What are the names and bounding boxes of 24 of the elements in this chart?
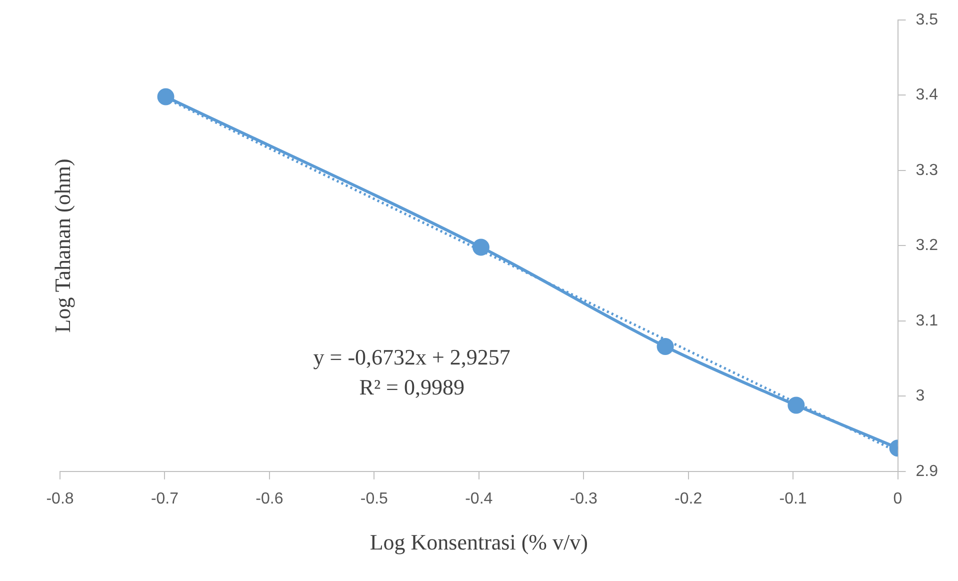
y-tick-label: 3 — [916, 388, 925, 405]
x-tick-label: -0.7 — [150, 490, 179, 508]
x-tick-label: -0.2 — [674, 490, 702, 508]
y-tick-label: 3.3 — [916, 162, 938, 179]
point — [472, 238, 490, 256]
annotation: R² = 0,9989 — [359, 374, 464, 400]
point — [656, 338, 674, 356]
y-tick-label: 3.1 — [916, 312, 938, 330]
point — [788, 396, 805, 414]
x-axis-title: Log Konsentrasi (% v/v) — [370, 530, 588, 555]
x-tick-label: -0.8 — [46, 490, 74, 508]
y-axis-title: Log Tahanan (ohm) — [50, 158, 75, 333]
point — [157, 88, 174, 106]
y-tick-label: 3.5 — [916, 11, 938, 28]
x-tick-label: -0.6 — [256, 490, 284, 508]
x-tick-label: -0.1 — [779, 490, 807, 508]
y-tick-label: 3.4 — [916, 86, 938, 104]
x-tick-label: -0.4 — [465, 490, 493, 508]
annotation: y = -0,6732x + 2,9257 — [313, 344, 510, 370]
x-tick-label: -0.5 — [360, 490, 388, 508]
y-tick-label: 3.2 — [916, 237, 938, 254]
x-tick-label: 0 — [893, 490, 902, 508]
y-tick-label: 2.9 — [916, 462, 938, 480]
x-tick-label: -0.3 — [570, 490, 598, 508]
